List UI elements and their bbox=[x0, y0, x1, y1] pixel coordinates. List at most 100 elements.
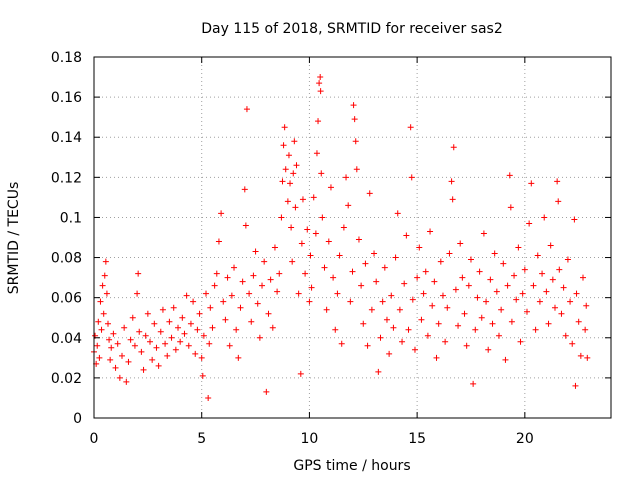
data-point bbox=[408, 174, 415, 181]
data-point bbox=[302, 270, 309, 277]
data-point bbox=[338, 340, 345, 347]
data-point bbox=[539, 270, 546, 277]
data-point bbox=[457, 240, 464, 247]
data-point bbox=[448, 178, 455, 185]
axis-ticks: 0 0.02 0.04 0.06 0.08 0.1 0.12 0.14 0.16 0.18 0 5 10… bbox=[51, 50, 611, 447]
data-point bbox=[279, 178, 286, 185]
data-point bbox=[449, 196, 456, 203]
data-point bbox=[528, 180, 535, 187]
data-point bbox=[274, 288, 281, 295]
data-point bbox=[228, 292, 235, 299]
data-point bbox=[584, 354, 591, 361]
data-point bbox=[547, 242, 554, 249]
data-point bbox=[226, 342, 233, 349]
data-point bbox=[332, 326, 339, 333]
data-point bbox=[572, 382, 579, 389]
data-point bbox=[265, 310, 272, 317]
data-point bbox=[153, 344, 160, 351]
data-point bbox=[261, 258, 268, 265]
data-point bbox=[192, 350, 199, 357]
data-point bbox=[556, 266, 563, 273]
x-axis-label: GPS time / hours bbox=[293, 458, 410, 474]
data-point bbox=[401, 280, 408, 287]
data-point bbox=[292, 204, 299, 211]
y-tick-label: 0.18 bbox=[51, 50, 82, 66]
data-point bbox=[316, 80, 323, 87]
data-point bbox=[323, 306, 330, 313]
data-point bbox=[284, 198, 291, 205]
data-point bbox=[366, 190, 373, 197]
data-point bbox=[99, 282, 106, 289]
data-point bbox=[343, 174, 350, 181]
data-point bbox=[375, 368, 382, 375]
data-point bbox=[495, 332, 502, 339]
data-point bbox=[506, 172, 513, 179]
data-point bbox=[336, 252, 343, 259]
data-point bbox=[521, 266, 528, 273]
data-point bbox=[474, 294, 481, 301]
data-point bbox=[259, 282, 266, 289]
y-tick-label: 0.02 bbox=[51, 371, 82, 387]
data-point bbox=[271, 244, 278, 251]
y-tick-label: 0.12 bbox=[51, 170, 82, 186]
data-point bbox=[364, 342, 371, 349]
data-point bbox=[427, 228, 434, 235]
data-point bbox=[116, 374, 123, 381]
data-point bbox=[243, 106, 250, 113]
data-point bbox=[215, 238, 222, 245]
data-point bbox=[564, 256, 571, 263]
data-point bbox=[390, 324, 397, 331]
data-point bbox=[281, 124, 288, 131]
data-point bbox=[394, 210, 401, 217]
data-point bbox=[155, 362, 162, 369]
data-point bbox=[125, 358, 132, 365]
data-point bbox=[362, 260, 369, 267]
data-point bbox=[299, 196, 306, 203]
data-point bbox=[392, 254, 399, 261]
data-point bbox=[144, 310, 151, 317]
data-point bbox=[95, 318, 102, 325]
data-point bbox=[181, 330, 188, 337]
data-point bbox=[353, 166, 360, 173]
data-point bbox=[420, 290, 427, 297]
data-point bbox=[285, 152, 292, 159]
data-point bbox=[386, 350, 393, 357]
data-point bbox=[545, 320, 552, 327]
data-point bbox=[476, 268, 483, 275]
data-point bbox=[276, 270, 283, 277]
data-point bbox=[168, 334, 175, 341]
data-point bbox=[508, 318, 515, 325]
data-point bbox=[254, 300, 261, 307]
data-point bbox=[424, 332, 431, 339]
data-point bbox=[250, 272, 257, 279]
data-point bbox=[330, 274, 337, 281]
data-point bbox=[463, 342, 470, 349]
data-point bbox=[403, 232, 410, 239]
data-point bbox=[170, 304, 177, 311]
data-point bbox=[97, 298, 104, 305]
data-point bbox=[498, 306, 505, 313]
data-point bbox=[526, 220, 533, 227]
data-point bbox=[399, 338, 406, 345]
data-point bbox=[177, 338, 184, 345]
data-point bbox=[267, 276, 274, 283]
data-point bbox=[196, 310, 203, 317]
data-point bbox=[500, 260, 507, 267]
data-point bbox=[418, 316, 425, 323]
data-point bbox=[560, 284, 567, 291]
y-axis-label: SRMTID / TECUs bbox=[6, 182, 22, 295]
chart-title: Day 115 of 2018, SRMTID for receiver sas… bbox=[201, 21, 503, 37]
data-point bbox=[103, 290, 110, 297]
data-point bbox=[307, 252, 314, 259]
data-point bbox=[523, 308, 530, 315]
data-point bbox=[134, 290, 141, 297]
data-point bbox=[573, 290, 580, 297]
data-point bbox=[308, 284, 315, 291]
data-point bbox=[358, 282, 365, 289]
y-tick-label: 0.1 bbox=[60, 210, 82, 226]
data-point bbox=[534, 252, 541, 259]
data-point bbox=[105, 320, 112, 327]
data-point bbox=[377, 334, 384, 341]
data-point bbox=[112, 364, 119, 371]
data-point bbox=[287, 180, 294, 187]
